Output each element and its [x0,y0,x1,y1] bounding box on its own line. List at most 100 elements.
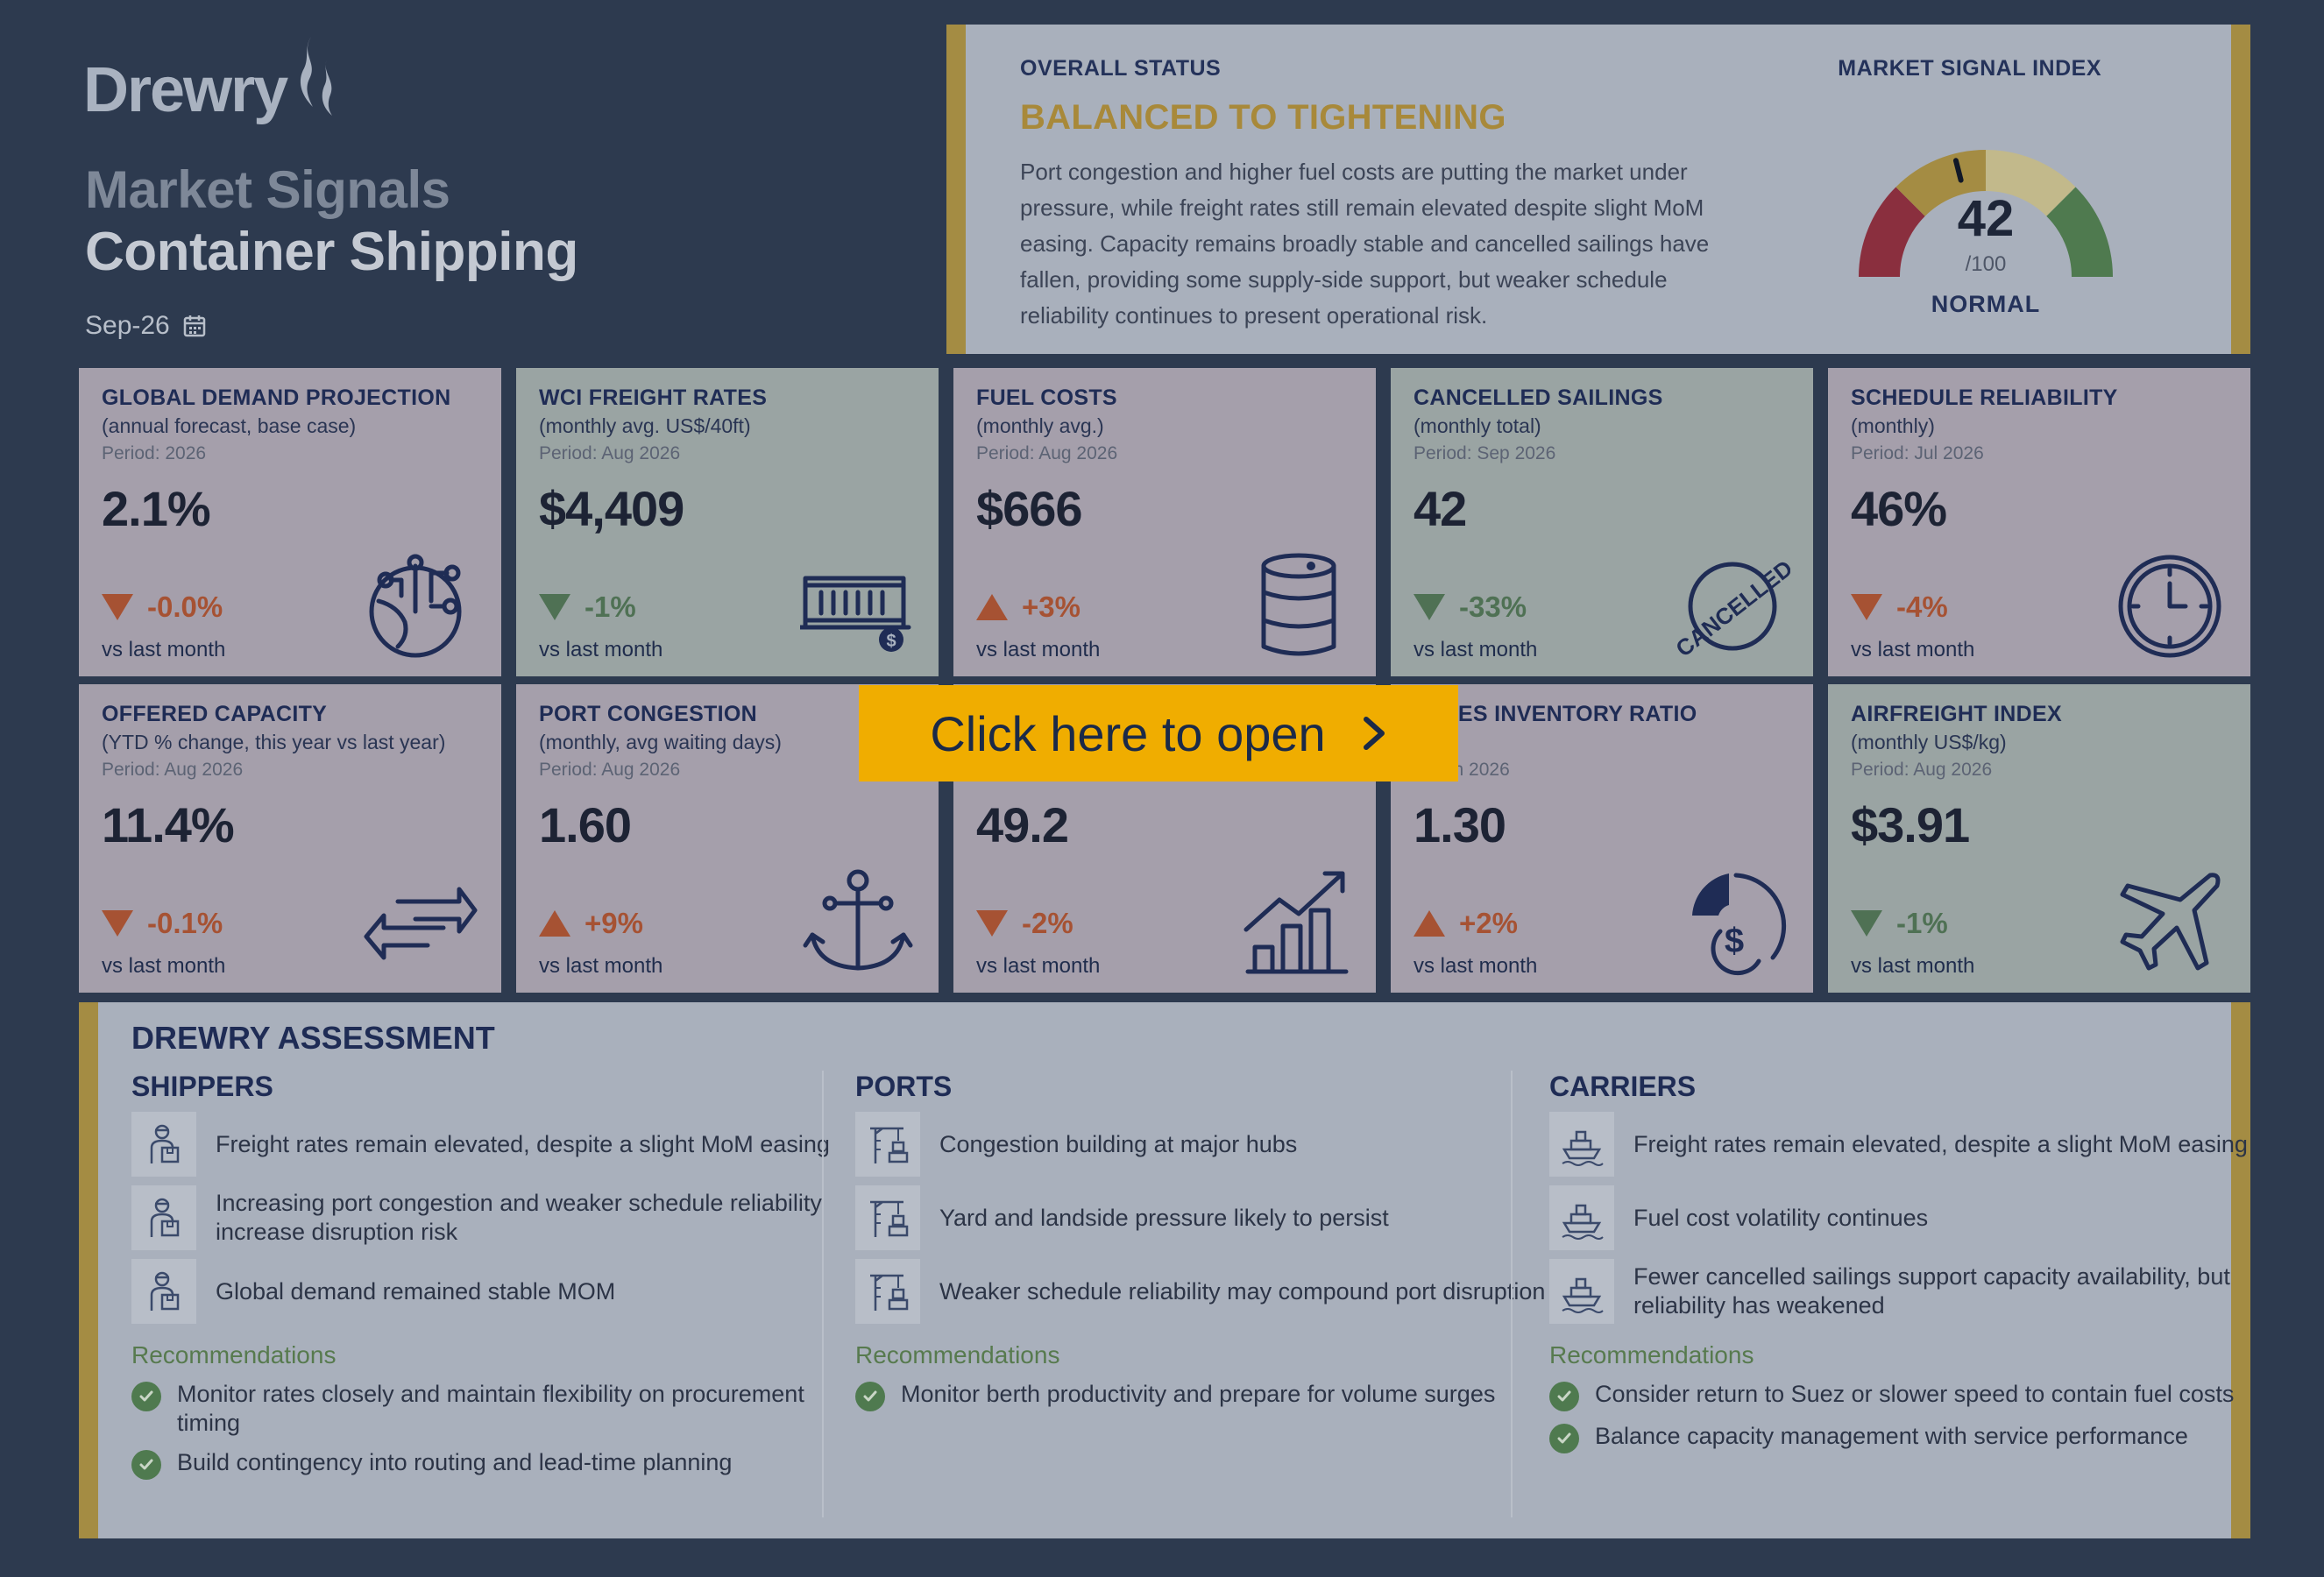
kpi-card[interactable]: AIRFREIGHT INDEX (monthly US$/kg) Period… [1828,684,2250,993]
card-compare: vs last month [1851,954,1975,978]
assessment-item-text: Global demand remained stable MOM [216,1277,616,1305]
kpi-card[interactable]: GLOBAL DEMAND PROJECTION (annual forecas… [79,368,501,676]
calendar-icon [183,315,205,337]
gauge-max: /100 [1965,252,2007,276]
assessment-item-text: Freight rates remain elevated, despite a… [216,1130,830,1157]
cancelled-stamp-icon: CANCELLED [1670,548,1797,664]
assessment-item-text: Weaker schedule reliability may compound… [939,1277,1546,1305]
crane-icon [855,1112,920,1177]
assessment-item: Global demand remained stable MOM [131,1259,833,1324]
card-compare: vs last month [1414,638,1538,661]
card-subtitle: (monthly, avg waiting days) [539,731,782,753]
recommendation-text: Build contingency into routing and lead-… [177,1449,733,1475]
ship-icon [1549,1185,1614,1250]
card-compare: vs last month [539,954,663,978]
assessment-item: Congestion building at major hubs [855,1112,1556,1177]
card-subtitle: (monthly) [1851,414,1935,437]
card-change-value: +3% [1022,590,1081,623]
triangle-down-icon [1851,910,1882,937]
card-change: -0.0% [102,590,223,624]
column-divider [822,1071,824,1517]
recommendation-item: Consider return to Suez or slower speed … [1549,1380,2250,1411]
card-change: +9% [539,907,643,940]
kpi-card[interactable]: OFFERED CAPACITY (YTD % change, this yea… [79,684,501,993]
flame-icon [300,37,332,116]
assessment-item-text: Congestion building at major hubs [939,1130,1298,1157]
worker-box-icon [131,1185,196,1250]
assessment-item: Weaker schedule reliability may compound… [855,1259,1556,1324]
card-change-value: -0.1% [147,907,223,939]
kpi-card[interactable]: CANCELLED SAILINGS (monthly total) Perio… [1391,368,1813,676]
card-title: WCI FREIGHT RATES [539,385,768,410]
svg-text:$: $ [886,632,896,651]
card-period: Period: Aug 2026 [1851,760,1993,780]
card-compare: vs last month [102,954,226,978]
assessment-item: Yard and landside pressure likely to per… [855,1185,1556,1250]
ship-icon [1549,1112,1614,1177]
card-compare: vs last month [539,638,663,661]
check-circle-icon [855,1382,885,1411]
assessment-item-text: Fuel cost volatility continues [1633,1204,1929,1231]
card-title: SALES INVENTORY RATIO [1414,702,1697,726]
kpi-card[interactable]: WCI FREIGHT RATES (monthly avg. US$/40ft… [516,368,939,676]
gauge-value: 42 [1957,190,2015,247]
card-period: Period: Aug 2026 [539,443,681,463]
card-subtitle: (annual forecast, base case) [102,414,357,437]
assessment-item: Fewer cancelled sailings support capacit… [1549,1259,2250,1324]
triangle-down-icon [102,910,133,937]
card-period: Period: Jul 2026 [1851,443,1984,463]
overall-status-panel: OVERALL STATUS BALANCED TO TIGHTENING Po… [946,25,2250,354]
logo-text: Drewry [83,55,288,125]
assessment-item-text: Fewer cancelled sailings support capacit… [1633,1263,2230,1319]
triangle-up-icon [976,594,1008,620]
recommendations-label: Recommendations [131,1341,337,1368]
assessment-column-shippers: SHIPPERS Freight rates remain elevated, … [131,1071,833,1480]
worker-box-icon [131,1259,196,1324]
card-compare: vs last month [1414,954,1538,978]
card-value: 49.2 [976,797,1069,852]
triangle-up-icon [1414,910,1445,937]
click-to-open-button[interactable]: Click here to open [859,685,1458,781]
card-change-value: -1% [1896,907,1948,939]
card-subtitle: (monthly total) [1414,414,1541,437]
anchor-icon [800,865,916,980]
card-change: -2% [976,907,1073,940]
card-title: CANCELLED SAILINGS [1414,385,1663,410]
column-heading: PORTS [855,1071,953,1102]
crane-icon [855,1185,920,1250]
card-change: -1% [1851,907,1948,940]
card-change-value: -2% [1022,907,1073,939]
gauge-segment [2046,187,2113,277]
card-period: Period: 2026 [102,443,207,463]
check-circle-icon [1549,1382,1579,1411]
assessment-item: Fuel cost volatility continues [1549,1185,2250,1250]
card-period: Period: Aug 2026 [102,760,244,780]
card-change: +2% [1414,907,1518,940]
card-value: $3.91 [1851,797,1970,852]
title-market-signals: Market Signals [85,160,450,219]
card-period: Period: Aug 2026 [976,443,1118,463]
column-heading: CARRIERS [1549,1071,1697,1102]
kpi-card[interactable]: SCHEDULE RELIABILITY (monthly) Period: J… [1828,368,2250,676]
card-period: Period: Aug 2026 [539,760,681,780]
card-value: $4,409 [539,481,684,536]
card-value: 1.30 [1414,797,1506,852]
assessment-item-text: Freight rates remain elevated, despite a… [1633,1130,2248,1157]
check-circle-icon [1549,1424,1579,1453]
date-selector[interactable]: Sep-26 [85,311,207,341]
status-label: OVERALL STATUS [1020,56,1222,81]
card-period: d: Jun 2026 [1414,760,1510,780]
card-change: -4% [1851,590,1948,624]
card-period: Period: Sep 2026 [1414,443,1556,463]
card-compare: vs last month [976,638,1101,661]
recommendation-item: Build contingency into routing and lead-… [131,1448,833,1480]
airplane-icon [2112,865,2228,980]
recommendations-label: Recommendations [1549,1341,1754,1368]
oil-barrel-icon [1237,548,1353,664]
assessment-item: Increasing port congestion and weaker sc… [131,1185,833,1250]
card-subtitle: (monthly avg. US$/40ft) [539,414,751,437]
triangle-down-icon [539,594,570,620]
kpi-card[interactable]: FUEL COSTS (monthly avg.) Period: Aug 20… [953,368,1376,676]
card-title: PORT CONGESTION [539,702,757,726]
card-change-value: +2% [1459,907,1518,939]
